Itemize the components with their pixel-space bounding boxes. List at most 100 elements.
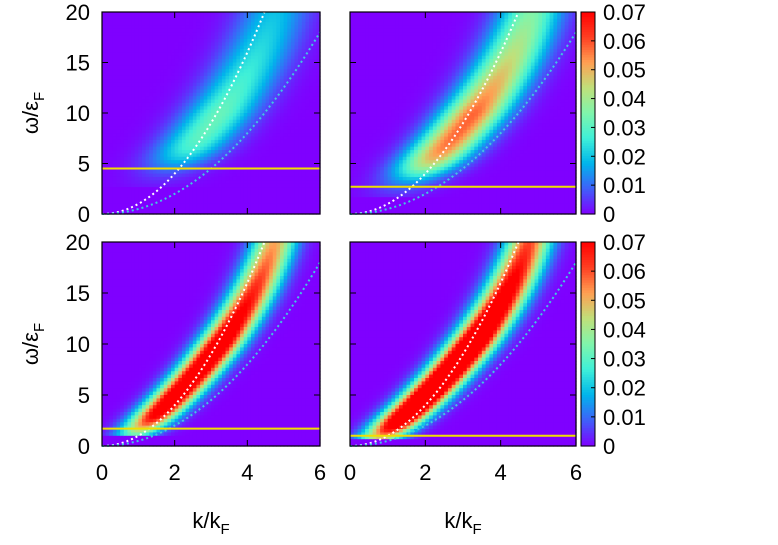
heatmap-cell bbox=[196, 129, 201, 134]
heatmap-cell bbox=[283, 65, 288, 70]
heatmap-cell bbox=[380, 59, 385, 64]
heatmap-cell bbox=[391, 146, 396, 151]
heatmap-cell bbox=[290, 210, 296, 215]
heatmap-cell bbox=[174, 89, 179, 94]
heatmap-cell bbox=[102, 163, 107, 168]
heatmap-cell bbox=[211, 12, 216, 16]
heatmap-cell bbox=[261, 18, 267, 23]
heatmap-cell bbox=[280, 150, 285, 154]
heatmap-cell bbox=[402, 72, 408, 77]
heatmap-cell bbox=[102, 170, 107, 175]
heatmap-cell bbox=[372, 75, 377, 80]
heatmap-cell bbox=[305, 183, 310, 188]
heatmap-cell bbox=[265, 99, 270, 104]
heatmap-cell bbox=[250, 113, 256, 117]
heatmap-cell bbox=[145, 176, 150, 181]
heatmap-cell bbox=[387, 79, 393, 84]
heatmap-cell bbox=[425, 42, 430, 47]
heatmap-cell bbox=[417, 82, 423, 87]
heatmap-cell bbox=[192, 170, 198, 175]
heatmap-cell bbox=[131, 150, 136, 154]
heatmap-cell bbox=[171, 193, 176, 198]
heatmap-cell bbox=[141, 180, 147, 185]
heatmap-cell bbox=[167, 119, 172, 124]
heatmap-cell bbox=[127, 35, 132, 40]
heatmap-cell bbox=[229, 25, 234, 30]
heatmap-cell bbox=[280, 45, 285, 50]
heatmap-cell bbox=[160, 113, 165, 117]
heatmap-cell bbox=[167, 143, 172, 148]
heatmap-cell bbox=[203, 210, 208, 215]
heatmap-cell bbox=[218, 89, 223, 94]
heatmap-cell bbox=[221, 150, 227, 154]
heatmap-cell bbox=[225, 106, 230, 111]
heatmap-cell bbox=[200, 62, 205, 67]
heatmap-cell bbox=[414, 136, 419, 141]
heatmap-cell bbox=[149, 143, 154, 148]
heatmap-cell bbox=[312, 123, 317, 128]
heatmap-cell bbox=[221, 123, 227, 128]
heatmap-cell bbox=[254, 106, 259, 111]
heatmap-cell bbox=[120, 38, 125, 43]
heatmap-cell bbox=[149, 86, 154, 91]
heatmap-cell bbox=[200, 133, 205, 138]
heatmap-cell bbox=[152, 49, 158, 53]
heatmap-cell bbox=[276, 99, 281, 104]
heatmap-cell bbox=[116, 18, 121, 23]
heatmap-cell bbox=[301, 72, 307, 77]
heatmap-cell bbox=[120, 119, 125, 124]
heatmap-cell bbox=[298, 123, 303, 128]
heatmap-cell bbox=[214, 156, 219, 161]
heatmap-cell bbox=[127, 160, 132, 165]
heatmap-cell bbox=[123, 187, 129, 192]
heatmap-cell bbox=[171, 82, 176, 87]
heatmap-cell bbox=[417, 55, 423, 60]
heatmap-cell bbox=[250, 170, 256, 175]
heatmap-cell bbox=[102, 176, 107, 181]
heatmap-cell bbox=[109, 163, 114, 168]
heatmap-cell bbox=[316, 173, 321, 178]
heatmap-cell bbox=[178, 35, 183, 40]
heatmap-cell bbox=[353, 193, 359, 198]
heatmap-cell bbox=[134, 176, 139, 181]
heatmap-cell bbox=[276, 160, 281, 165]
heatmap-cell bbox=[178, 102, 183, 107]
heatmap-cell bbox=[417, 187, 423, 192]
heatmap-cell bbox=[414, 203, 419, 208]
heatmap-cell bbox=[406, 109, 411, 114]
heatmap-cell bbox=[294, 136, 299, 141]
heatmap-cell bbox=[432, 153, 438, 158]
heatmap-cell bbox=[163, 146, 168, 151]
heatmap-cell bbox=[309, 156, 314, 161]
heatmap-cell bbox=[261, 116, 267, 121]
heatmap-cell bbox=[102, 99, 107, 104]
heatmap-cell bbox=[425, 99, 430, 104]
heatmap-cell bbox=[189, 143, 194, 148]
heatmap-cell bbox=[120, 55, 125, 60]
heatmap-cell bbox=[276, 102, 281, 107]
heatmap-cell bbox=[189, 102, 194, 107]
heatmap-cell bbox=[189, 106, 194, 111]
heatmap-cell bbox=[160, 173, 165, 178]
heatmap-cell bbox=[365, 75, 370, 80]
heatmap-cell bbox=[112, 69, 118, 74]
heatmap-cell bbox=[203, 25, 208, 30]
heatmap-cell bbox=[287, 62, 292, 67]
heatmap-cell bbox=[218, 92, 223, 97]
heatmap-cell bbox=[211, 49, 216, 53]
heatmap-cell bbox=[156, 119, 161, 124]
heatmap-cell bbox=[309, 69, 314, 74]
heatmap-cell bbox=[316, 200, 321, 205]
heatmap-cell bbox=[298, 160, 303, 165]
heatmap-cell bbox=[276, 156, 281, 161]
heatmap-cell bbox=[376, 133, 381, 138]
heatmap-cell bbox=[309, 139, 314, 144]
heatmap-cell bbox=[207, 18, 212, 23]
heatmap-cell bbox=[265, 126, 270, 131]
heatmap-cell bbox=[283, 173, 288, 178]
heatmap-cell bbox=[247, 62, 252, 67]
heatmap-cell bbox=[149, 89, 154, 94]
heatmap-cell bbox=[105, 92, 110, 97]
heatmap-cell bbox=[214, 193, 219, 198]
heatmap-cell bbox=[301, 45, 307, 50]
